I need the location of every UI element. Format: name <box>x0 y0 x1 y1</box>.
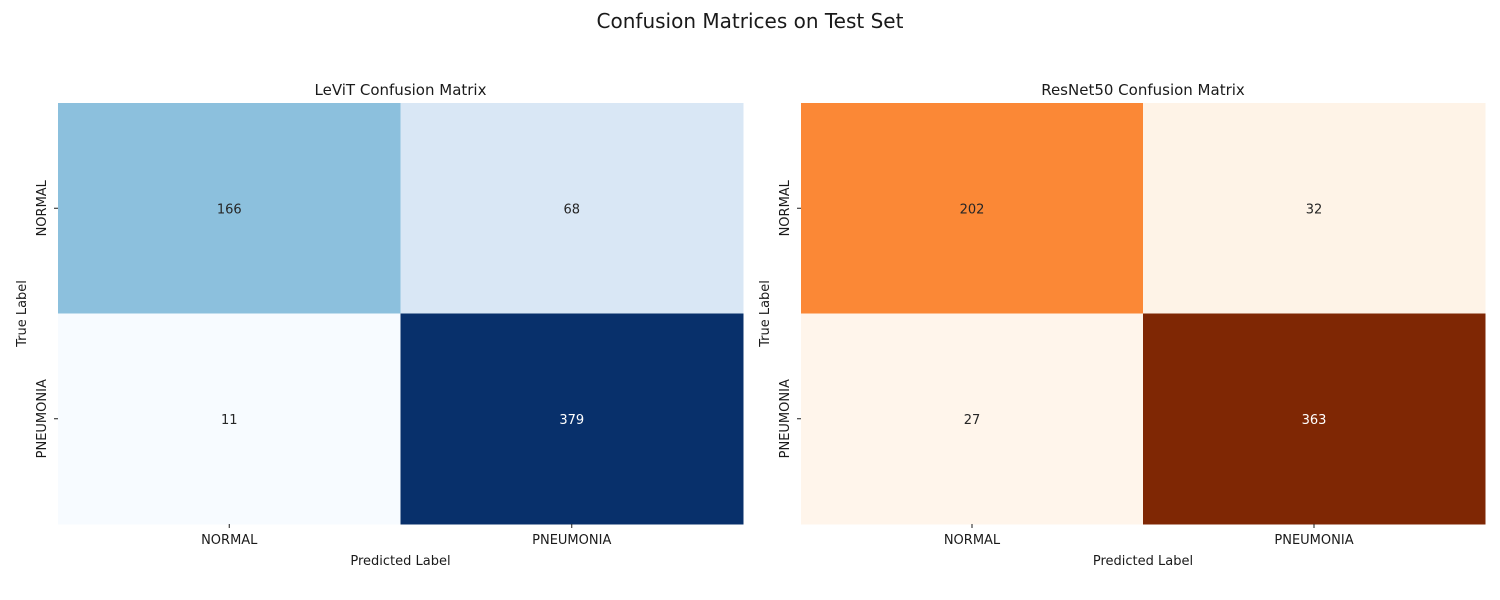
levit-cell-r1-c1 <box>400 313 744 525</box>
levit-y-tick-label-1: PNEUMONIA <box>35 379 50 458</box>
resnet50-cell-r1-c0 <box>801 313 1144 525</box>
resnet50-cell-value-r1-c0: 27 <box>964 413 981 428</box>
resnet50-panel-title: ResNet50 Confusion Matrix <box>1041 81 1245 99</box>
levit-cell-value-r1-c1: 379 <box>559 413 584 428</box>
resnet50-y-tick-label-1: PNEUMONIA <box>778 379 793 458</box>
levit-x-tick-label-0: NORMAL <box>201 533 258 548</box>
levit-cell-value-r0-c0: 166 <box>217 202 242 217</box>
heatmap-panels: LeViT Confusion Matrix 166 68 11 379 NORMAL PN… <box>15 81 1486 569</box>
levit-x-tick-label-1: PNEUMONIA <box>532 533 611 548</box>
resnet50-x-tick-label-0: NORMAL <box>944 533 1001 548</box>
resnet50-x-tick-label-1: PNEUMONIA <box>1274 533 1353 548</box>
levit-y-axis-label: True Label <box>15 280 30 348</box>
levit-cell-value-r1-c0: 11 <box>221 413 238 428</box>
levit-cell-r1-c0 <box>58 313 401 525</box>
levit-heatmap: LeViT Confusion Matrix 166 68 11 379 NORMAL PN… <box>15 81 744 569</box>
resnet50-cell-value-r0-c0: 202 <box>960 202 985 217</box>
levit-cell-value-r0-c1: 68 <box>563 202 580 217</box>
resnet50-cell-r0-c0 <box>801 103 1144 314</box>
resnet50-cell-r0-c1 <box>1143 103 1486 314</box>
figure-suptitle: Confusion Matrices on Test Set <box>597 9 904 33</box>
resnet50-cell-value-r1-c1: 363 <box>1302 413 1327 428</box>
resnet50-y-tick-label-0: NORMAL <box>778 179 793 236</box>
levit-panel-title: LeViT Confusion Matrix <box>315 81 487 99</box>
resnet50-heatmap: ResNet50 Confusion Matrix 202 32 27 363 NORMA… <box>758 81 1486 569</box>
levit-cell-r0-c1 <box>400 103 744 314</box>
resnet50-x-axis-label: Predicted Label <box>1093 554 1193 569</box>
levit-y-tick-label-0: NORMAL <box>35 179 50 236</box>
levit-x-axis-label: Predicted Label <box>350 554 450 569</box>
resnet50-y-axis-label: True Label <box>758 280 773 348</box>
levit-cell-r0-c0 <box>58 103 401 314</box>
resnet50-cell-value-r0-c1: 32 <box>1306 202 1323 217</box>
resnet50-cell-r1-c1 <box>1143 313 1486 525</box>
